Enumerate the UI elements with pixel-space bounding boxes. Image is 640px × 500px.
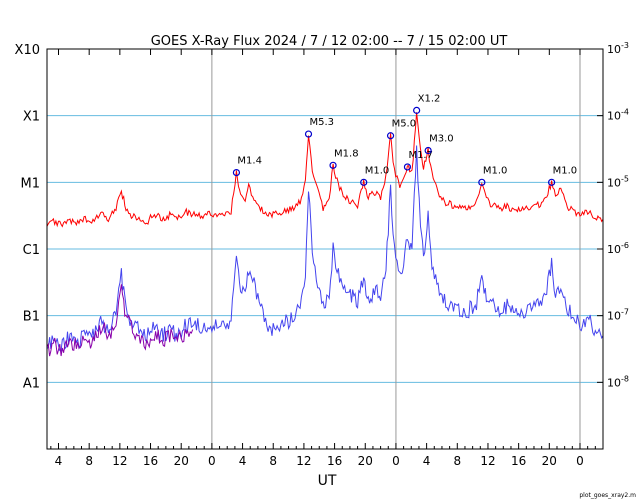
- flare-label: M1.4: [237, 156, 262, 167]
- x-tick-label: 20: [358, 454, 373, 468]
- x-tick-label: 0: [392, 454, 400, 468]
- flare-label: M1.0: [483, 165, 508, 176]
- day-boundary-lines: [211, 49, 581, 449]
- x-axis-title: UT: [318, 473, 337, 489]
- x-tick-label: 16: [143, 454, 158, 468]
- flare-marker: [329, 161, 337, 169]
- flare-label: X1.2: [418, 93, 441, 104]
- x-tick-label: 16: [327, 454, 342, 468]
- flare-label: M3.0: [429, 134, 454, 145]
- flux-series: [46, 112, 604, 357]
- x-tick-label: 20: [542, 454, 557, 468]
- y-class-label: M1: [21, 176, 41, 191]
- flare-label: M5.3: [310, 117, 335, 128]
- flare-marker: [403, 163, 412, 171]
- y-class-label: X1: [23, 110, 40, 125]
- x-tick-label: 12: [112, 454, 127, 468]
- axes: 4 8 12 16 20 0 4 8 12 16 20 0 4 8 12 16 20 0 X10 X1 M1 C1 B1 A1…: [15, 41, 629, 468]
- flux-series-line: [46, 112, 604, 228]
- gridlines: [47, 115, 603, 383]
- flare-marker: [386, 132, 395, 140]
- x-tick-label: 12: [296, 454, 311, 468]
- flare-marker: [424, 146, 432, 155]
- y-class-label: C1: [23, 243, 40, 258]
- x-tick-label: 0: [208, 454, 216, 468]
- footer-label: plot_goes_xray2.m: [579, 492, 636, 499]
- x-tick-label: 0: [576, 454, 584, 468]
- flare-label: M1.0: [553, 165, 578, 176]
- flare-marker: [232, 168, 241, 177]
- flux-series-line: [46, 145, 604, 352]
- flare-markers: M1.4 M5.3 M1.8 M1.0 M5.0 M1.7 X1.2 M3.0 M1.0 M1.0: [232, 93, 578, 186]
- flare-marker: [304, 130, 313, 138]
- x-tick-label: 16: [511, 454, 526, 468]
- x-tick-label: 20: [174, 454, 189, 468]
- x-tick-label: 4: [55, 454, 63, 468]
- flare-marker: [548, 178, 556, 186]
- flare-label: M1.7: [408, 150, 433, 161]
- x-tick-label: 8: [85, 454, 93, 468]
- x-tick-label: 12: [480, 454, 495, 468]
- x-tick-label: 4: [423, 454, 431, 468]
- flux-series-line: [46, 284, 194, 357]
- y-class-label: X10: [15, 43, 40, 58]
- x-tick-label: 8: [269, 454, 277, 468]
- x-tick-label: 4: [239, 454, 247, 468]
- flare-marker: [360, 178, 368, 186]
- y-class-label: A1: [23, 376, 40, 391]
- flare-label: M1.0: [365, 165, 390, 176]
- flare-label: M1.8: [334, 148, 359, 159]
- y-class-label: B1: [23, 310, 40, 325]
- flare-marker: [413, 106, 421, 114]
- chart-title: GOES X-Ray Flux 2024 / 7 / 12 02:00 -- 7…: [151, 34, 508, 49]
- x-tick-label: 8: [453, 454, 461, 468]
- flare-marker: [478, 178, 486, 186]
- flare-label: M5.0: [392, 119, 417, 130]
